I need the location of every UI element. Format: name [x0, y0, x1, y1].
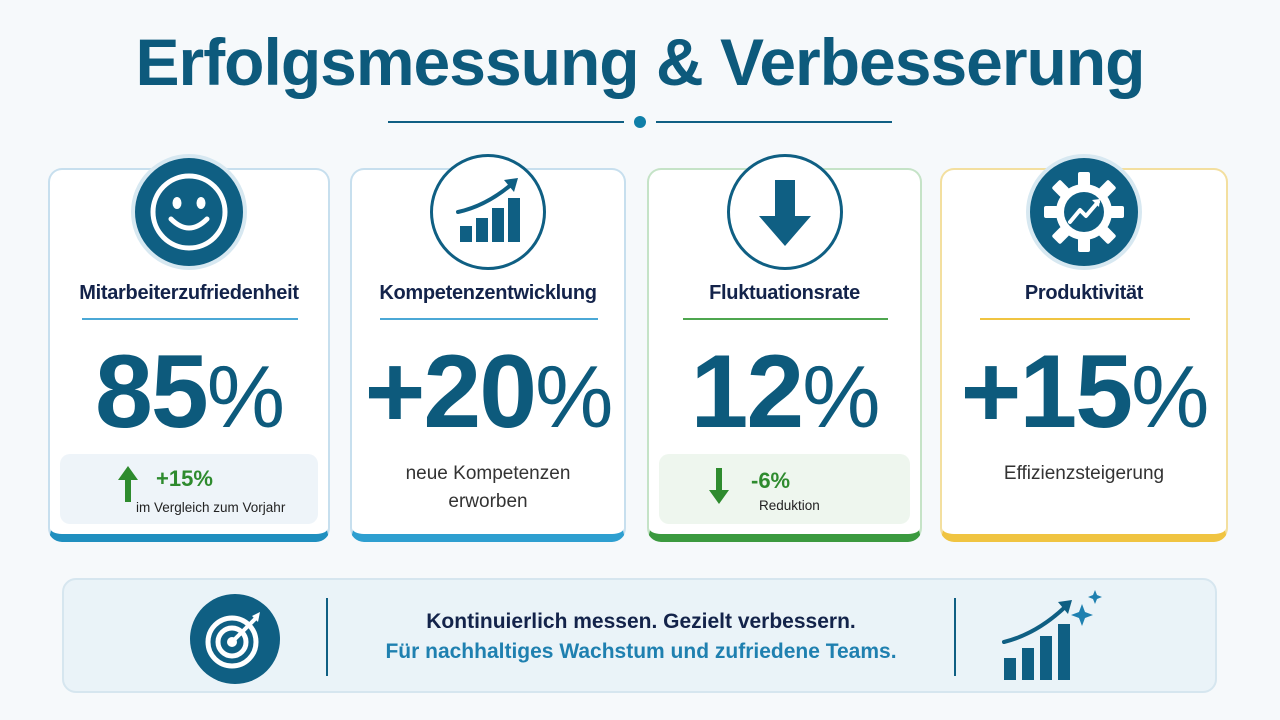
card-divider — [82, 318, 298, 320]
card-divider — [683, 318, 888, 320]
banner-separator — [954, 598, 956, 676]
growth-chart-icon — [430, 154, 546, 270]
summary-banner: Kontinuierlich messen. Gezielt verbesser… — [62, 578, 1217, 693]
arrow-up-icon — [118, 466, 138, 502]
gear-growth-icon — [1026, 154, 1142, 270]
smiley-icon — [131, 154, 247, 270]
card-produktivitaet: Produktivität +15% Effizienzsteigerung — [940, 154, 1228, 542]
card-title: Produktivität — [1024, 282, 1144, 304]
card-fluktuationsrate: Fluktuationsrate 12% -6% Reduktion — [647, 154, 922, 542]
change-box: -6% Reduktion — [659, 454, 910, 524]
change-label: Reduktion — [759, 498, 820, 513]
growth-bars-icon — [1002, 590, 1102, 680]
card-divider — [380, 318, 598, 320]
banner-separator — [326, 598, 328, 676]
banner-headline: Kontinuierlich messen. Gezielt verbesser… — [426, 610, 856, 633]
card-description: Effizienzsteigerung — [1003, 463, 1165, 484]
arrow-down-icon — [709, 468, 729, 504]
change-box: +15% im Vergleich zum Vorjahr — [60, 454, 318, 524]
target-icon — [190, 594, 280, 684]
down-arrow-icon — [726, 154, 843, 270]
kpi-value: 85% — [95, 334, 285, 450]
page-title: Erfolgsmessung & Verbesserung — [135, 25, 1146, 99]
card-title: Mitarbeiterzufriedenheit — [79, 282, 299, 304]
kpi-value: +15% — [960, 334, 1210, 450]
card-description: neue Kompetenzen erworben — [405, 463, 571, 512]
card-kompetenzentwicklung: Kompetenzentwicklung +20% neue Kompetenz… — [350, 154, 626, 542]
change-value: -6% — [751, 468, 791, 493]
card-mitarbeiterzufriedenheit: Mitarbeiterzufriedenheit 85% +15% im Ver… — [48, 154, 330, 542]
card-title: Fluktuationsrate — [709, 282, 860, 304]
card-title: Kompetenzentwicklung — [379, 282, 597, 304]
kpi-value: 12% — [690, 334, 881, 450]
change-value: +15% — [156, 466, 213, 491]
title-divider — [388, 114, 892, 130]
kpi-value: +20% — [364, 334, 614, 450]
card-divider — [980, 318, 1190, 320]
change-label: im Vergleich zum Vorjahr — [136, 500, 286, 515]
banner-subline: Für nachhaltiges Wachstum und zufriedene… — [385, 640, 897, 663]
